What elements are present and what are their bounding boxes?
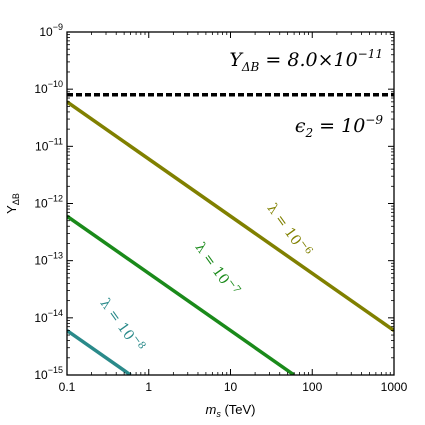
y-tick-exponent: −14 [48, 308, 63, 318]
annotation-rest: = 10 [313, 115, 365, 137]
series-label-base: λ = 10 [97, 296, 138, 344]
y-tick-label: 10−12 [34, 194, 63, 211]
annotation-epsilon: ϵ2 = 10−9 [295, 113, 384, 140]
y-tick-label: 10−14 [34, 308, 63, 325]
y-tick-base: 10 [34, 254, 48, 268]
ticks-layer [66, 31, 395, 376]
y-tick-exponent: −10 [48, 79, 63, 89]
series-label-1: λ = 10−6 [264, 200, 315, 261]
x-axis-title-sub: s [216, 409, 221, 419]
series-line-1 [67, 100, 394, 332]
y-tick-base: 10 [34, 311, 48, 325]
x-axis-title: ms (TeV) [205, 402, 255, 419]
annotation-observed: YΔB = 8.0×10−11 [229, 47, 383, 74]
series-line-2 [67, 214, 296, 375]
y-tick-exponent: −12 [48, 194, 63, 204]
y-tick-label: 10−11 [35, 136, 63, 153]
y-tick-exponent: −13 [48, 251, 63, 261]
y-tick-exponent: −11 [48, 136, 63, 146]
series-line-3 [67, 329, 132, 375]
x-tick-label: 1000 [381, 380, 408, 394]
y-tick-exponent: −15 [48, 365, 63, 375]
y-tick-base: 10 [35, 139, 49, 153]
y-tick-base: 10 [34, 197, 48, 211]
annotation-sub: 2 [304, 126, 313, 140]
annotation-sub: ΔB [241, 60, 260, 74]
series-label-base: λ = 10 [192, 240, 233, 288]
series-label-2: λ = 10−7 [192, 239, 243, 300]
y-tick-label: 10−13 [34, 251, 63, 268]
y-tick-label: 10−10 [34, 79, 63, 96]
x-tick-label: 10 [224, 380, 238, 394]
y-tick-exponent: −9 [53, 22, 63, 32]
x-tick-label: 100 [302, 380, 322, 394]
y-tick-label: 10−9 [39, 22, 63, 39]
lines-layer [67, 92, 394, 375]
annotation-base: ϵ [295, 115, 306, 137]
annotation-sup: −9 [365, 113, 383, 127]
y-tick-base: 10 [34, 368, 48, 382]
annotation-rest: = 8.0×10 [259, 49, 357, 71]
annotation-base: Y [229, 49, 244, 71]
y-axis-title-sub: ΔB [11, 193, 21, 205]
series-label-3: λ = 10−8 [97, 295, 148, 356]
annotation-sup: −11 [358, 47, 383, 61]
y-tick-label: 10−15 [34, 365, 63, 382]
text-layer: 0.1 1 10 100 100010−910−1010−1110−1210−1310−… [4, 22, 408, 419]
x-axis-title-unit: (TeV) [221, 402, 256, 417]
x-tick-label: 1 [145, 380, 152, 394]
series-label-base: λ = 10 [264, 201, 305, 249]
x-tick-label: 0.1 [59, 380, 76, 394]
y-tick-base: 10 [34, 82, 48, 96]
y-axis-title: YΔB [4, 193, 21, 214]
x-axis-title-var: m [205, 402, 216, 417]
y-tick-base: 10 [39, 25, 53, 39]
y-axis-title-var: Y [4, 205, 19, 214]
